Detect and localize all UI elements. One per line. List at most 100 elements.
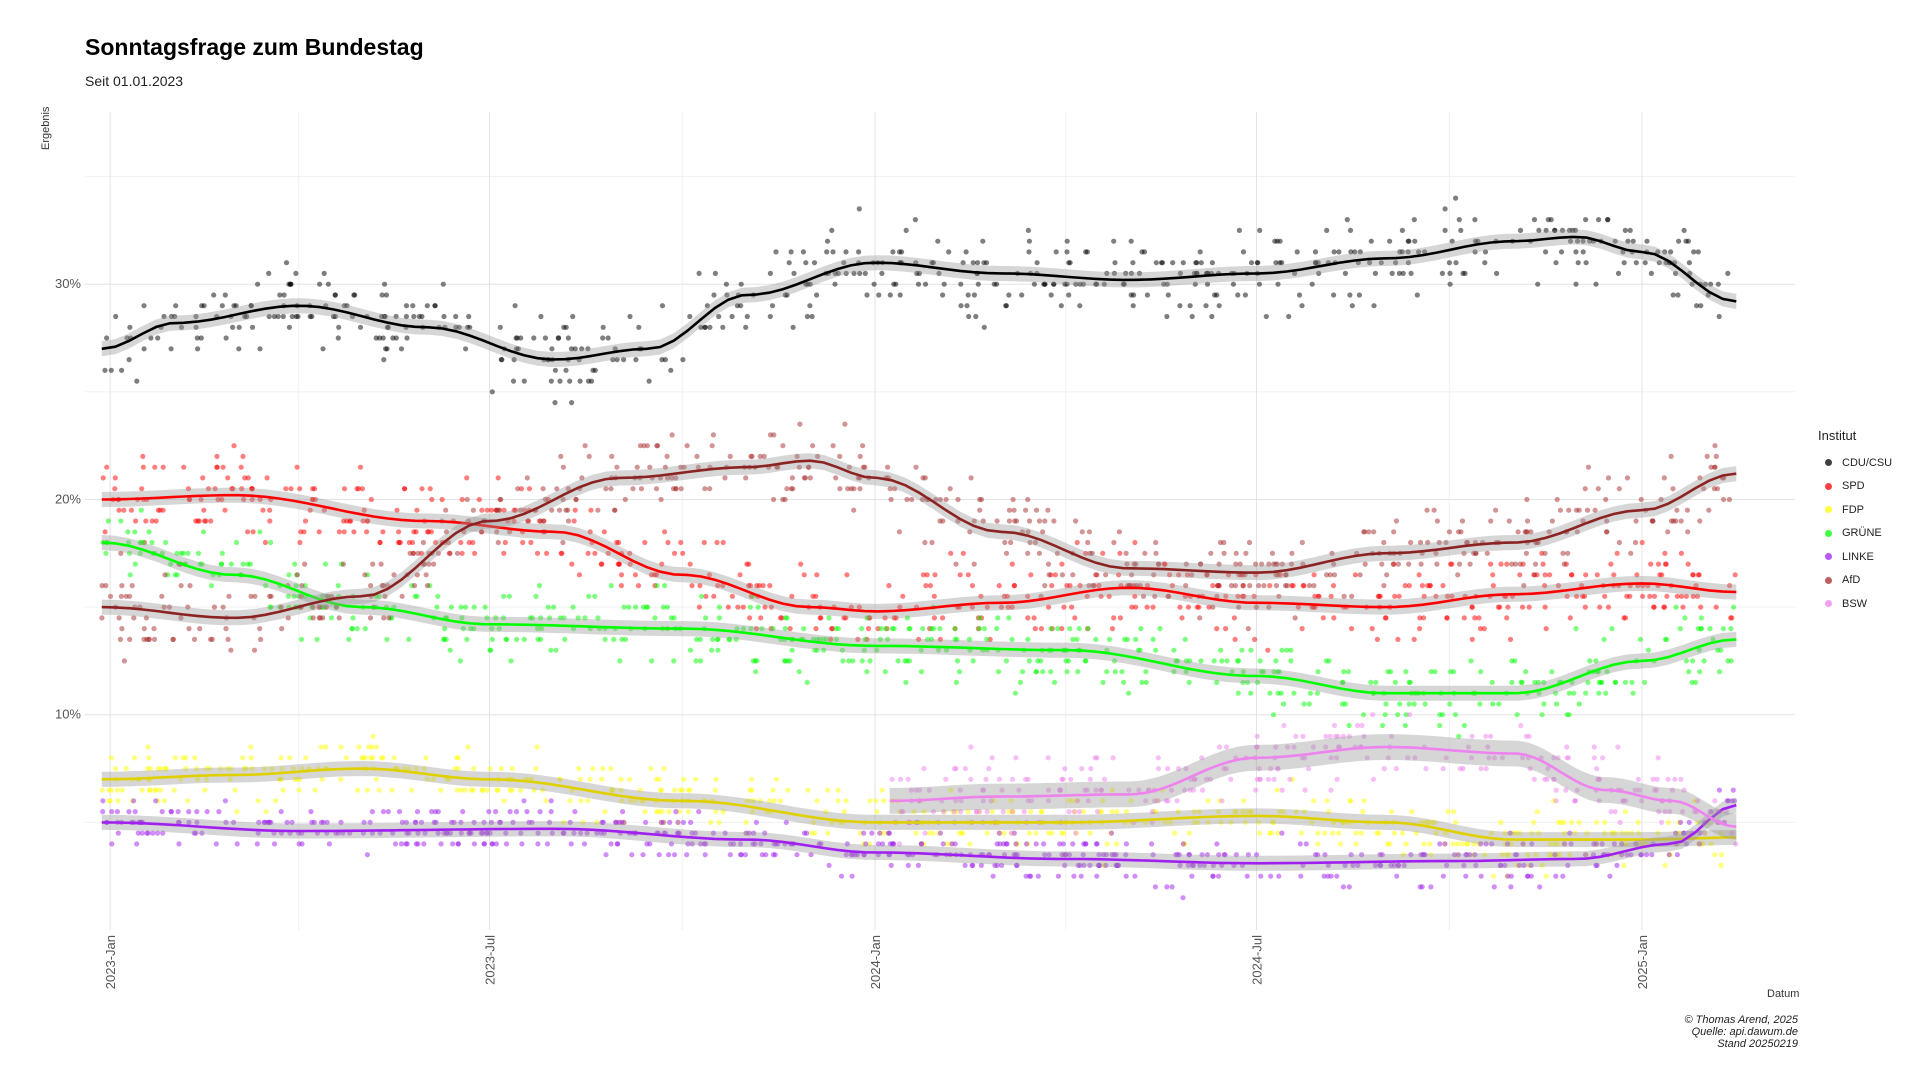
data-point-grüne — [1388, 669, 1394, 675]
data-point-afd — [1390, 561, 1396, 567]
data-point-afd — [1661, 475, 1667, 481]
data-point-fdp — [1422, 819, 1428, 826]
data-point-linke — [727, 841, 734, 847]
data-point-cdu/csu — [1344, 217, 1350, 223]
data-point-grüne — [1373, 679, 1379, 686]
data-point-linke — [547, 819, 553, 826]
data-point-spd — [948, 550, 954, 556]
data-point-cdu/csu — [441, 313, 447, 320]
data-point-fdp — [158, 766, 164, 772]
data-point-fdp — [203, 766, 209, 772]
data-point-linke — [1123, 852, 1129, 858]
data-point-grüne — [733, 636, 739, 643]
data-point-linke — [1214, 841, 1220, 847]
data-point-linke — [193, 830, 199, 836]
data-point-fdp — [1196, 809, 1202, 815]
data-point-afd — [1116, 529, 1122, 535]
data-point-linke — [990, 873, 996, 879]
data-point-cdu/csu — [1580, 238, 1586, 244]
data-point-cdu/csu — [1716, 313, 1722, 320]
data-point-afd — [1006, 507, 1013, 513]
data-point-spd — [737, 572, 743, 578]
data-point-bsw — [1174, 798, 1180, 804]
data-point-spd — [1396, 593, 1402, 599]
data-point-fdp — [183, 766, 189, 772]
data-point-afd — [1668, 453, 1674, 459]
data-point-cdu/csu — [404, 335, 410, 341]
data-point-linke — [1346, 884, 1352, 890]
data-point-afd — [1532, 572, 1538, 578]
data-point-cdu/csu — [1573, 249, 1579, 255]
data-point-spd — [1005, 604, 1011, 610]
data-point-fdp — [1482, 852, 1488, 858]
data-point-linke — [1553, 873, 1559, 879]
data-point-fdp — [462, 787, 468, 793]
data-point-linke — [1190, 862, 1196, 869]
data-point-grüne — [970, 658, 976, 664]
data-point-cdu/csu — [211, 292, 217, 298]
data-point-fdp — [618, 787, 624, 793]
data-point-cdu/csu — [958, 281, 964, 287]
data-point-fdp — [1280, 809, 1286, 815]
data-point-spd — [302, 518, 309, 524]
data-point-spd — [687, 561, 693, 567]
data-point-fdp — [240, 755, 246, 761]
data-point-cdu/csu — [1686, 260, 1692, 266]
data-point-grüne — [698, 658, 704, 664]
data-point-grüne — [536, 583, 543, 589]
data-point-cdu/csu — [236, 346, 242, 352]
data-point-afd — [1455, 572, 1461, 578]
data-point-cdu/csu — [380, 335, 386, 341]
data-point-bsw — [1440, 766, 1446, 772]
data-point-grüne — [582, 615, 588, 621]
data-point-spd — [458, 539, 464, 546]
data-point-grüne — [292, 561, 298, 567]
data-point-grüne — [816, 636, 823, 643]
data-point-cdu/csu — [538, 313, 544, 320]
data-point-fdp — [610, 787, 616, 793]
data-point-spd — [1713, 604, 1719, 610]
data-point-spd — [931, 615, 938, 621]
data-point-cdu/csu — [570, 313, 576, 320]
data-point-linke — [1568, 841, 1574, 847]
data-point-grüne — [694, 636, 700, 643]
data-point-cdu/csu — [1371, 303, 1377, 309]
data-point-spd — [260, 507, 266, 513]
data-point-afd — [971, 561, 977, 567]
data-point-grüne — [1288, 647, 1294, 653]
data-point-grüne — [1219, 658, 1225, 664]
data-point-spd — [729, 593, 736, 599]
data-point-fdp — [1186, 830, 1192, 836]
data-point-grüne — [442, 626, 448, 632]
data-point-afd — [807, 475, 813, 481]
data-point-grüne — [671, 658, 677, 664]
data-point-afd — [560, 464, 567, 470]
data-point-grüne — [1536, 690, 1542, 696]
data-point-cdu/csu — [557, 378, 563, 384]
data-point-fdp — [193, 766, 200, 772]
data-point-cdu/csu — [393, 313, 399, 320]
data-point-cdu/csu — [1263, 313, 1269, 320]
data-point-spd — [307, 507, 313, 513]
data-point-cdu/csu — [659, 357, 665, 363]
data-point-cdu/csu — [511, 357, 517, 363]
data-point-fdp — [202, 787, 208, 793]
data-point-spd — [427, 486, 433, 492]
data-point-grüne — [1697, 669, 1703, 675]
data-point-linke — [284, 819, 290, 826]
data-point-spd — [789, 593, 795, 599]
x-tick-label: 2023-Jul — [482, 935, 497, 985]
legend-dot-icon — [1825, 459, 1832, 467]
data-point-cdu/csu — [155, 335, 161, 341]
data-point-grüne — [874, 647, 880, 653]
data-point-cdu/csu — [195, 346, 201, 352]
data-point-cdu/csu — [1567, 238, 1574, 244]
data-point-spd — [250, 529, 256, 535]
data-point-linke — [377, 830, 383, 836]
data-point-cdu/csu — [453, 324, 459, 330]
data-point-spd — [360, 518, 366, 524]
data-point-bsw — [953, 766, 959, 772]
data-point-fdp — [580, 819, 586, 826]
data-point-linke — [1498, 862, 1504, 869]
data-point-grüne — [995, 615, 1001, 621]
